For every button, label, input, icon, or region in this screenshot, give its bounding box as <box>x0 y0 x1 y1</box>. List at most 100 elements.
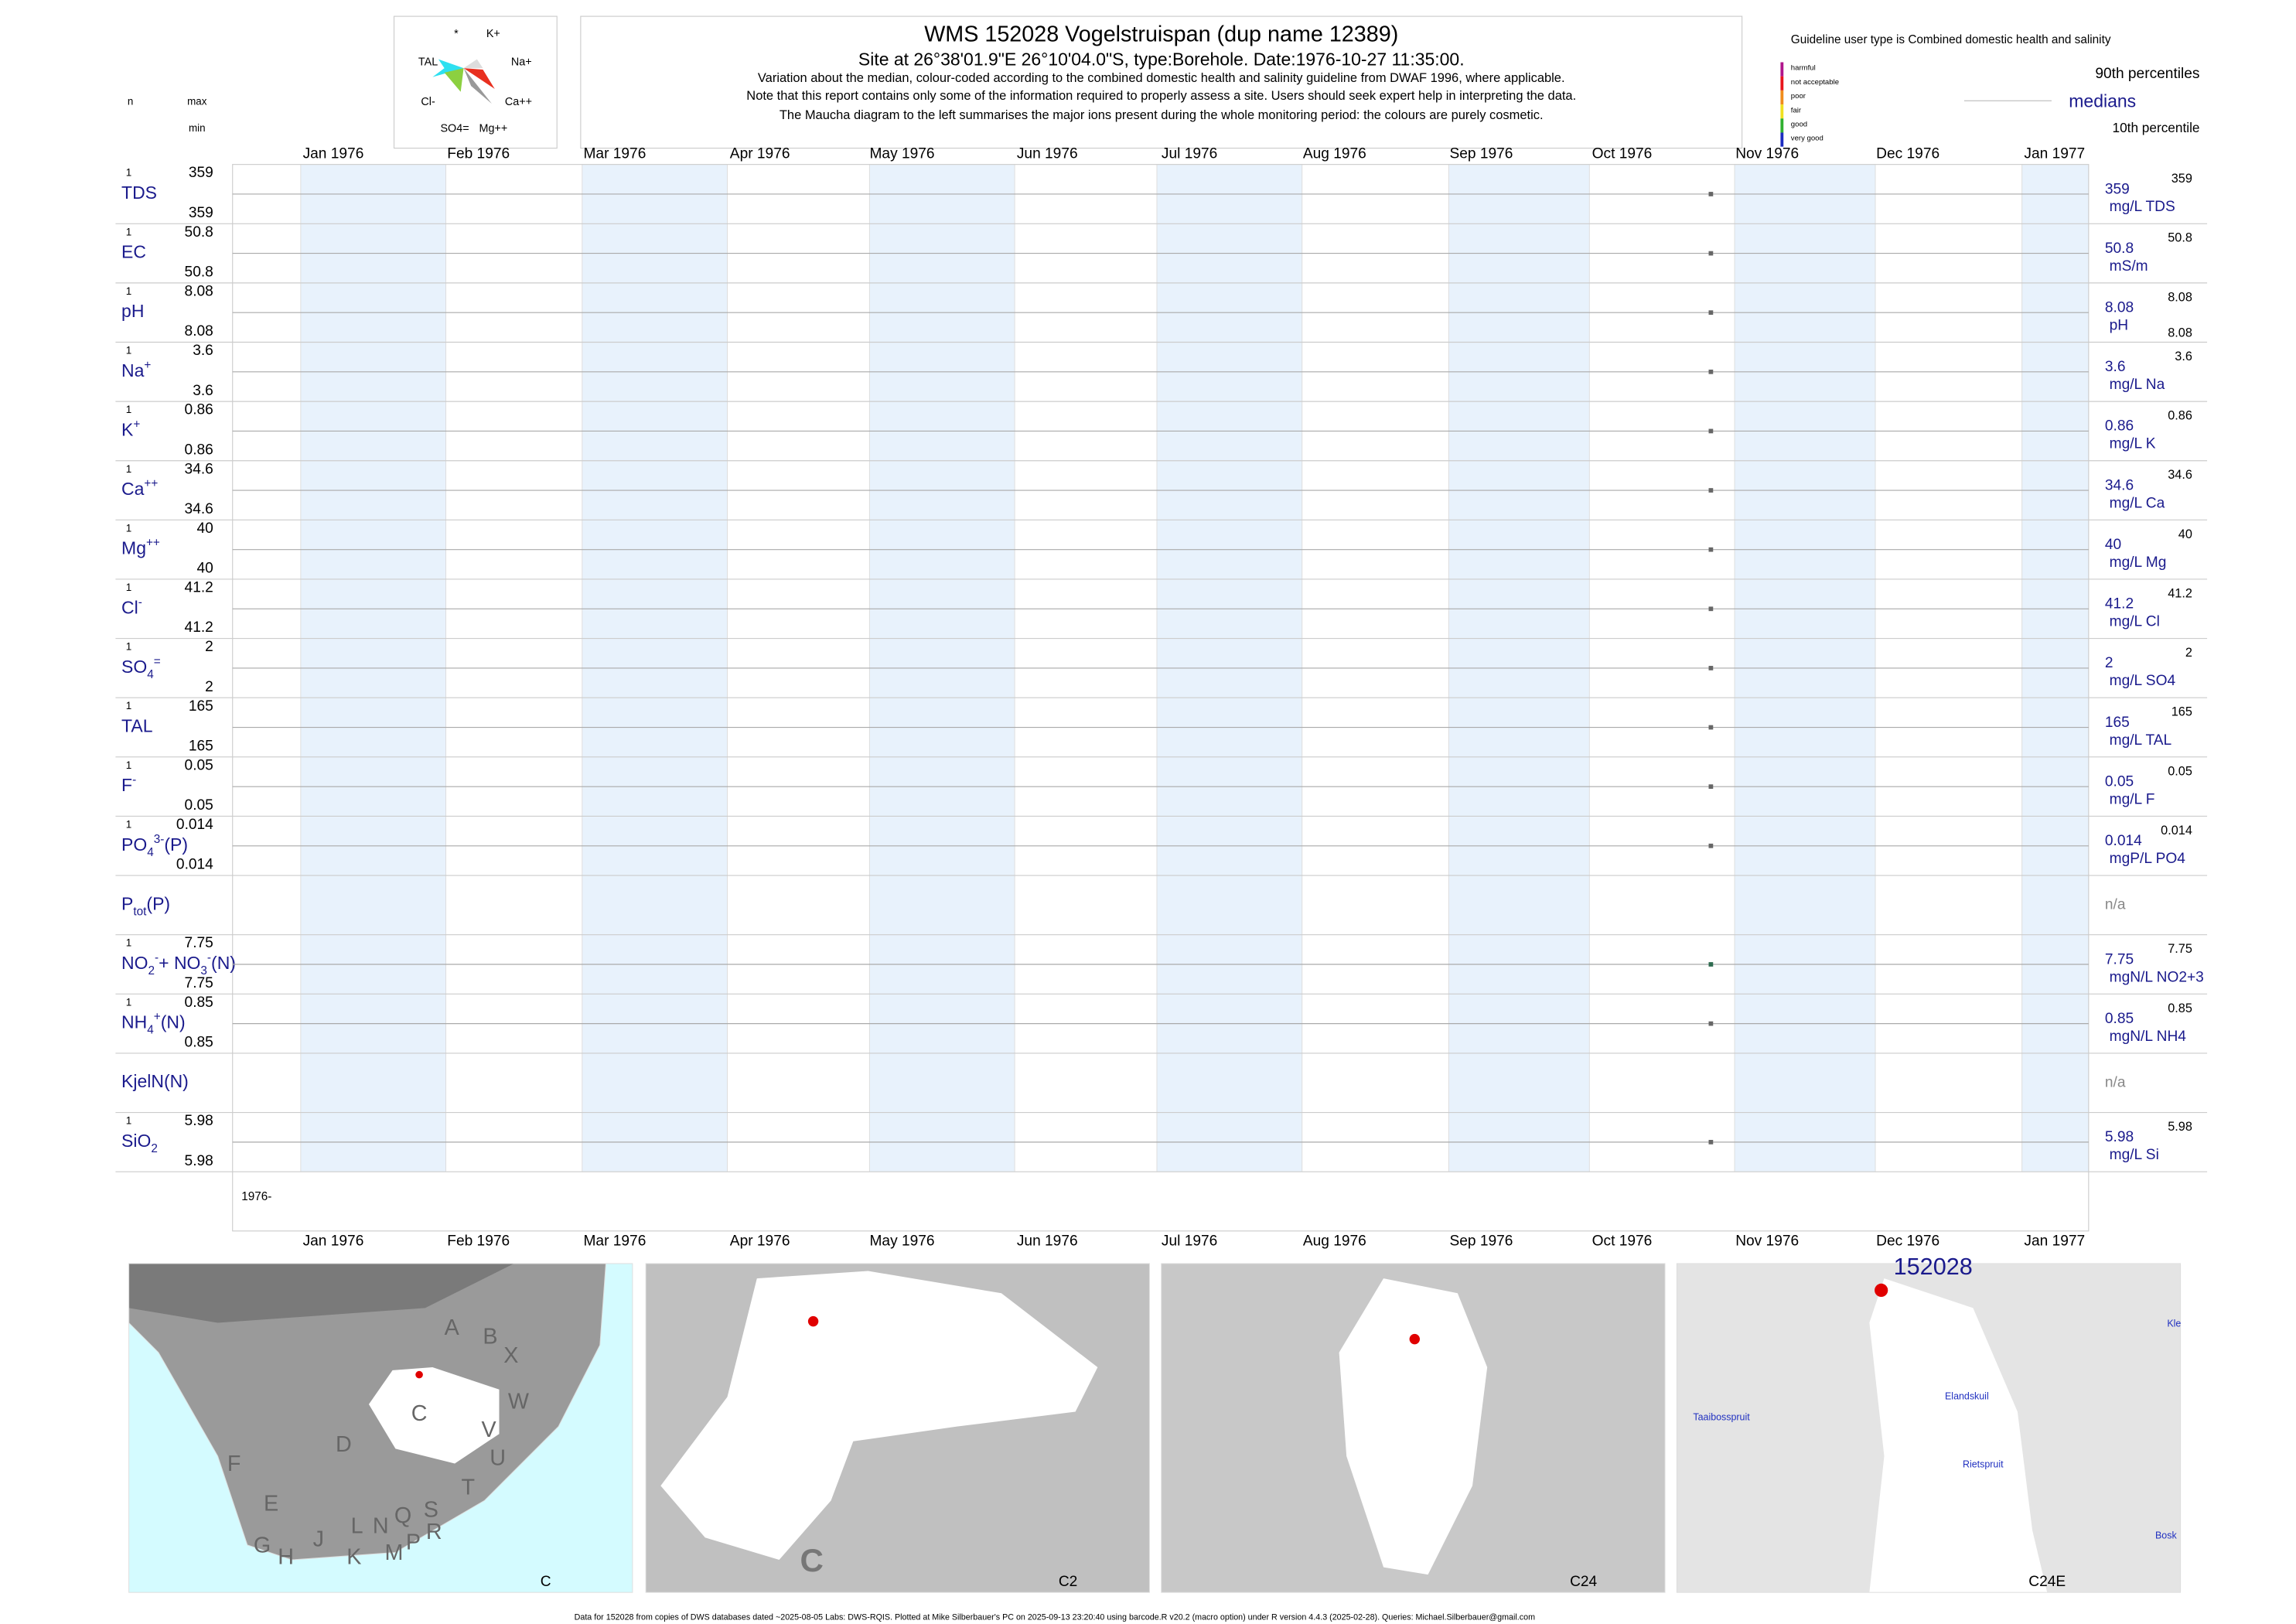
month-label: Feb 1976 <box>447 1233 510 1249</box>
n: 1 <box>126 759 131 771</box>
row-label: K+ <box>121 418 140 440</box>
max: 41.2 <box>185 580 213 596</box>
label-part: 2 <box>151 1141 158 1155</box>
max: 0.86 <box>185 402 213 418</box>
min: 34.6 <box>185 501 213 517</box>
median-value: 3.6 <box>2105 359 2126 375</box>
month-label: Jan 1977 <box>2024 145 2085 162</box>
median-value: 2 <box>2105 655 2113 671</box>
n: 1 <box>126 1115 131 1127</box>
p90: 50.8 <box>2168 231 2192 245</box>
map-letter: H <box>278 1545 294 1570</box>
month-label: Oct 1976 <box>1592 1233 1653 1249</box>
n: 1 <box>126 345 131 357</box>
month-label: Feb 1976 <box>447 145 510 162</box>
unit: mg/L Si <box>2110 1147 2159 1163</box>
min: 50.8 <box>185 264 213 281</box>
unit: pH <box>2110 317 2128 333</box>
map-catchment <box>1339 1278 1488 1575</box>
unit: mg/L Ca <box>2110 495 2165 511</box>
footer: Data for 152028 from copies of DWS datab… <box>575 1613 1535 1622</box>
note: Variation about the median, colour-coded… <box>758 71 1565 85</box>
map-letter: A <box>445 1315 460 1340</box>
max: 0.85 <box>185 995 213 1011</box>
maucha-label: TAL <box>418 56 438 68</box>
min: 3.6 <box>193 383 213 399</box>
label-part: - <box>132 773 136 786</box>
unit: mgN/L NH4 <box>2110 1029 2187 1045</box>
map-frame <box>645 1263 1150 1593</box>
label-part: 3- <box>154 832 165 845</box>
maucha-wedge <box>432 59 464 77</box>
p90: 0.014 <box>2161 824 2192 838</box>
unit: mg/L TDS <box>2110 199 2175 215</box>
median-value: 0.014 <box>2105 833 2142 849</box>
max: 0.014 <box>176 817 213 833</box>
col-max: max <box>187 96 207 107</box>
median-value: 7.75 <box>2105 951 2134 967</box>
row-label: TDS <box>121 183 157 203</box>
label-part: TDS <box>121 183 157 203</box>
label-part: 4 <box>147 845 154 858</box>
map-frame <box>128 1263 633 1593</box>
label-part: 3 <box>200 964 207 977</box>
min: 0.85 <box>185 1035 213 1051</box>
label-part: (N) <box>161 1012 186 1032</box>
label-part: EC <box>121 242 146 262</box>
p90: 0.86 <box>2168 409 2192 423</box>
label-part: 4 <box>147 667 154 681</box>
map-letter: C <box>800 1542 823 1578</box>
p10: 8.08 <box>2168 326 2192 339</box>
label-part: (P) <box>164 834 188 855</box>
n: 1 <box>126 937 131 949</box>
note: The Maucha diagram to the left summarise… <box>780 108 1544 122</box>
label-part: pH <box>121 301 144 321</box>
legend-swatch <box>1780 62 1784 77</box>
median-value: 50.8 <box>2105 241 2134 257</box>
row-label: TAL <box>121 716 153 736</box>
legend-p90: 90th percentiles <box>2095 66 2199 82</box>
sample-point <box>1708 369 1714 374</box>
month-label: Apr 1976 <box>730 1233 790 1249</box>
sample-point <box>1708 606 1714 612</box>
map-place: Rietspruit <box>1963 1459 2004 1470</box>
p90: 5.98 <box>2168 1120 2192 1134</box>
unit: mg/L K <box>2110 436 2156 452</box>
map-letter: V <box>482 1418 497 1442</box>
n: 1 <box>126 285 131 297</box>
map-letter: R <box>426 1520 442 1544</box>
month-label: Jul 1976 <box>1162 145 1217 162</box>
sample-point <box>1708 547 1714 552</box>
map-place: Elandskuil <box>1945 1391 1989 1402</box>
month-label: Nov 1976 <box>1735 1233 1799 1249</box>
site-dot <box>1875 1283 1888 1298</box>
maucha-wedge <box>444 68 464 92</box>
legend-class: not acceptable <box>1791 78 1839 87</box>
row-label: SO4= <box>121 654 161 681</box>
median-value: 359 <box>2105 181 2130 197</box>
unit: mg/L SO4 <box>2110 673 2176 689</box>
guideline: Guideline user type is Combined domestic… <box>1791 33 2111 46</box>
p90: 7.75 <box>2168 942 2192 956</box>
col-min: min <box>189 122 206 134</box>
legend-swatch <box>1780 118 1784 133</box>
max: 359 <box>189 165 213 181</box>
max: 50.8 <box>185 224 213 241</box>
month-label: Sep 1976 <box>1449 1233 1513 1249</box>
median-value: 41.2 <box>2105 596 2134 612</box>
label-part: + NO <box>159 953 200 973</box>
sample-point <box>1708 192 1714 196</box>
map-letter: N <box>373 1513 389 1538</box>
map-letter: D <box>336 1432 352 1457</box>
maucha-label: Cl- <box>421 96 435 108</box>
max: 165 <box>189 698 213 715</box>
maucha-label: SO4= <box>440 122 469 135</box>
p90: 2 <box>2185 646 2192 660</box>
min: 40 <box>197 561 213 577</box>
sample-point <box>1708 251 1714 256</box>
maucha-label: Ca++ <box>505 96 532 108</box>
row-label: PO43-(P) <box>121 832 188 858</box>
label-part: + <box>154 1010 161 1023</box>
